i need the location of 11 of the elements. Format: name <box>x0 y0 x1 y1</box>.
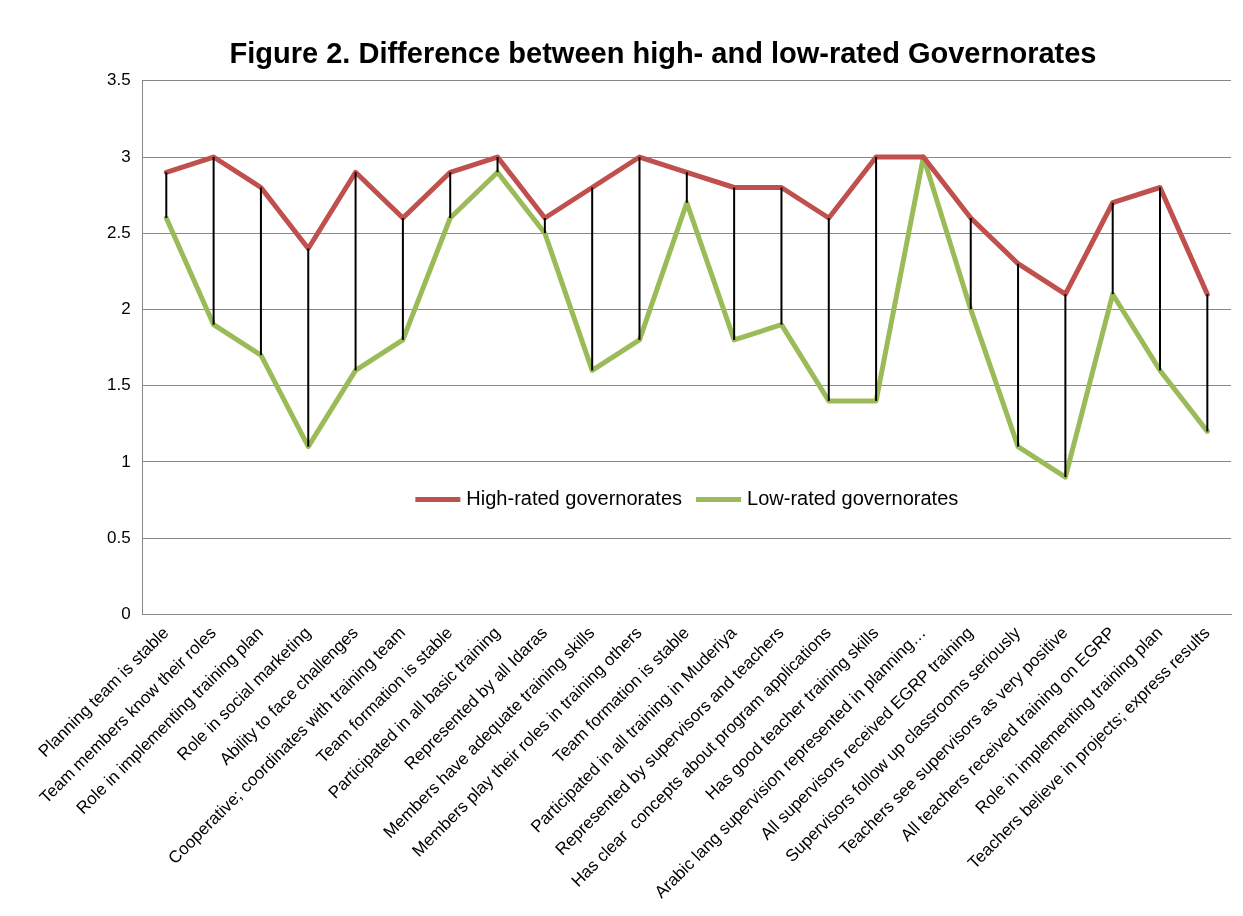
y-tick-label: 0.5 <box>106 527 131 547</box>
legend-label: Low-rated governorates <box>747 487 959 510</box>
y-tick-label: 2.5 <box>106 222 131 242</box>
y-tick-label: 0 <box>121 603 131 623</box>
y-tick-label: 1 <box>121 451 131 471</box>
y-tick-label: 2 <box>121 299 131 319</box>
y-tick-label: 3.5 <box>106 70 131 90</box>
y-tick-label: 1.5 <box>106 375 131 395</box>
legend-label: High-rated governorates <box>466 487 683 510</box>
y-tick-label: 3 <box>121 146 131 166</box>
chart-title: Figure 2. Difference between high- and low-rated Governorates <box>229 37 1097 70</box>
